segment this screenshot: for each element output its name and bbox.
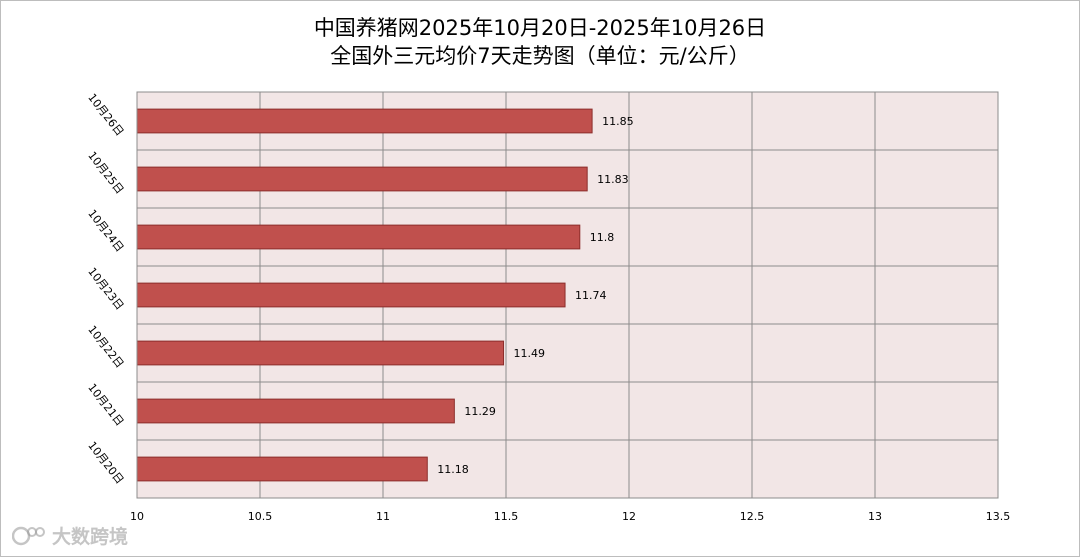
bar — [136, 166, 588, 192]
x-tick-label: 13 — [868, 510, 882, 523]
data-label: 11.49 — [514, 347, 546, 360]
bar — [136, 456, 428, 482]
x-tick-label: 10 — [130, 510, 144, 523]
bar — [136, 340, 505, 366]
chart-title: 中国养猪网2025年10月20日-2025年10月26日 全国外三元均价7天走势… — [0, 14, 1080, 70]
data-label: 11.74 — [575, 289, 607, 302]
bar — [136, 398, 455, 424]
data-label: 11.29 — [464, 405, 496, 418]
x-tick-label: 11 — [376, 510, 390, 523]
chart-title-line-2: 全国外三元均价7天走势图（单位：元/公斤） — [330, 44, 750, 68]
bar — [136, 282, 566, 308]
watermark: 大数跨境 — [12, 522, 128, 549]
category-label: 10月26日 — [85, 91, 126, 138]
x-tick-label: 12.5 — [740, 510, 765, 523]
bubble-logo-icon — [12, 526, 45, 545]
plot-area: 10 10.5 11 11.5 12 12.5 13 13.5 11.85 10月26日 11.83… — [85, 91, 1010, 523]
category-label: 10月25日 — [85, 149, 126, 196]
x-tick-label: 10.5 — [248, 510, 273, 523]
category-label: 10月22日 — [85, 323, 126, 370]
x-tick-label: 11.5 — [494, 510, 519, 523]
data-label: 11.85 — [602, 115, 634, 128]
data-label: 11.8 — [590, 231, 615, 244]
watermark-text: 大数跨境 — [52, 526, 129, 548]
x-tick-label: 12 — [622, 510, 636, 523]
chart-title-line-1: 中国养猪网2025年10月20日-2025年10月26日 — [313, 16, 767, 40]
category-label: 10月23日 — [85, 265, 126, 312]
bar — [136, 224, 581, 250]
x-tick-label: 13.5 — [986, 510, 1011, 523]
category-label: 10月24日 — [85, 207, 126, 254]
data-label: 11.18 — [437, 463, 469, 476]
category-label: 10月20日 — [85, 439, 126, 486]
bar — [136, 108, 593, 134]
category-label: 10月21日 — [85, 381, 126, 428]
data-label: 11.83 — [597, 173, 629, 186]
plot-border — [136, 91, 999, 499]
